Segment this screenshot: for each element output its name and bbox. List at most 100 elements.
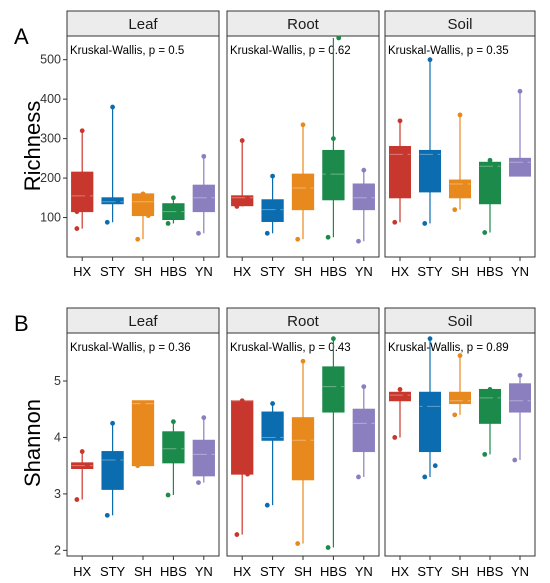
data-point — [110, 420, 115, 426]
data-point — [512, 457, 518, 463]
data-point — [457, 353, 463, 358]
data-point — [115, 199, 121, 205]
box-sh — [291, 122, 315, 242]
facet-soil-shannon: Soil Kruskal-Wallis, p = 0.89 HX STY SH HBS YN — [384, 307, 536, 579]
data-point — [452, 412, 458, 418]
box-body — [162, 203, 185, 221]
box-body — [231, 400, 254, 475]
x-tick-label-hbs: HBS — [477, 564, 504, 579]
x-tick-label-sh: SH — [134, 564, 152, 579]
box-body — [131, 400, 155, 467]
data-point — [270, 401, 275, 406]
box-body — [322, 366, 345, 413]
x-tick-label-sh: SH — [451, 564, 469, 579]
facet-strip — [384, 307, 536, 334]
box-body — [479, 388, 501, 424]
box-body — [389, 146, 411, 199]
data-point — [171, 195, 176, 201]
data-point — [336, 35, 342, 41]
data-point — [135, 236, 141, 242]
box-sh — [449, 353, 471, 418]
x-tick-label-hbs: HBS — [477, 264, 504, 279]
data-point — [245, 195, 250, 201]
data-point — [300, 122, 306, 128]
facet-leaf-shannon: Leaf Kruskal-Wallis, p = 0.36 HX STY SH HBS YN — [66, 307, 220, 579]
data-point — [264, 502, 270, 508]
data-point — [402, 151, 408, 157]
data-point — [305, 437, 311, 443]
y-tick-label: 5 — [54, 374, 61, 388]
facet-strip — [384, 10, 536, 37]
data-point — [397, 118, 403, 124]
x-tick-label-sh: SH — [294, 564, 312, 579]
box-body — [419, 149, 441, 193]
x-tick-label-hx: HX — [233, 564, 251, 579]
box-body — [389, 391, 411, 402]
box-body — [291, 417, 315, 481]
data-point — [432, 151, 438, 157]
x-tick-label-yn: YN — [511, 564, 529, 579]
data-point — [325, 545, 331, 550]
data-point — [135, 463, 141, 469]
kruskal-wallis-annotation: Kruskal-Wallis, p = 0.5 — [70, 45, 184, 57]
x-tick-label-sty: STY — [100, 264, 126, 279]
box-sty — [419, 57, 441, 226]
facet-strip-label: Soil — [447, 313, 472, 330]
box-hx — [389, 118, 411, 225]
data-point — [422, 403, 428, 409]
data-point — [482, 230, 488, 235]
data-point — [245, 471, 250, 477]
box-body — [352, 183, 375, 211]
x-tick-label-hx: HX — [391, 264, 409, 279]
y-tick-label: 3 — [54, 487, 61, 501]
facet-strip — [226, 10, 380, 37]
box-hbs — [322, 336, 345, 550]
data-point — [487, 387, 493, 392]
box-body — [291, 173, 315, 211]
box-body — [131, 193, 155, 217]
panel-letter: A — [14, 24, 29, 49]
data-point — [432, 463, 438, 469]
box-body — [419, 391, 441, 453]
data-point — [79, 128, 85, 134]
data-point — [206, 195, 212, 201]
data-point — [482, 451, 488, 457]
data-point — [74, 497, 80, 502]
box-hx — [71, 449, 94, 502]
data-point — [522, 398, 528, 404]
data-point — [452, 207, 458, 213]
x-tick-label-sty: STY — [100, 564, 126, 579]
box-yn — [352, 167, 375, 244]
y-tick-label: 500 — [40, 53, 61, 67]
kruskal-wallis-annotation: Kruskal-Wallis, p = 0.89 — [388, 342, 509, 354]
facet-leaf-richness: Leaf Kruskal-Wallis, p = 0.5 HX STY SH HBS YN — [66, 10, 220, 279]
facet-strip-label: Leaf — [128, 313, 158, 330]
data-point — [517, 372, 523, 378]
box-hbs — [479, 157, 501, 235]
kruskal-wallis-annotation: Kruskal-Wallis, p = 0.36 — [70, 342, 191, 354]
box-hx — [71, 128, 94, 231]
kruskal-wallis-annotation: Kruskal-Wallis, p = 0.35 — [388, 45, 509, 57]
box-yn — [509, 88, 531, 177]
data-point — [110, 104, 115, 110]
data-point — [462, 181, 468, 187]
data-point — [275, 435, 281, 440]
data-point — [196, 480, 201, 486]
box-yn — [352, 384, 375, 480]
x-tick-label-yn: YN — [355, 264, 373, 279]
x-tick-label-hx: HX — [73, 564, 91, 579]
data-point — [176, 209, 182, 215]
y-tick-label: 100 — [40, 211, 61, 225]
data-point — [402, 392, 408, 398]
data-point — [140, 401, 146, 406]
x-tick-label-hx: HX — [233, 264, 251, 279]
x-tick-label-sh: SH — [451, 264, 469, 279]
data-point — [201, 153, 207, 159]
data-point — [325, 234, 331, 240]
box-hx — [231, 398, 254, 537]
x-tick-label-sty: STY — [260, 264, 286, 279]
box-sh — [131, 400, 155, 469]
facet-strip-label: Root — [287, 16, 320, 33]
facet-strip-label: Leaf — [128, 16, 158, 33]
